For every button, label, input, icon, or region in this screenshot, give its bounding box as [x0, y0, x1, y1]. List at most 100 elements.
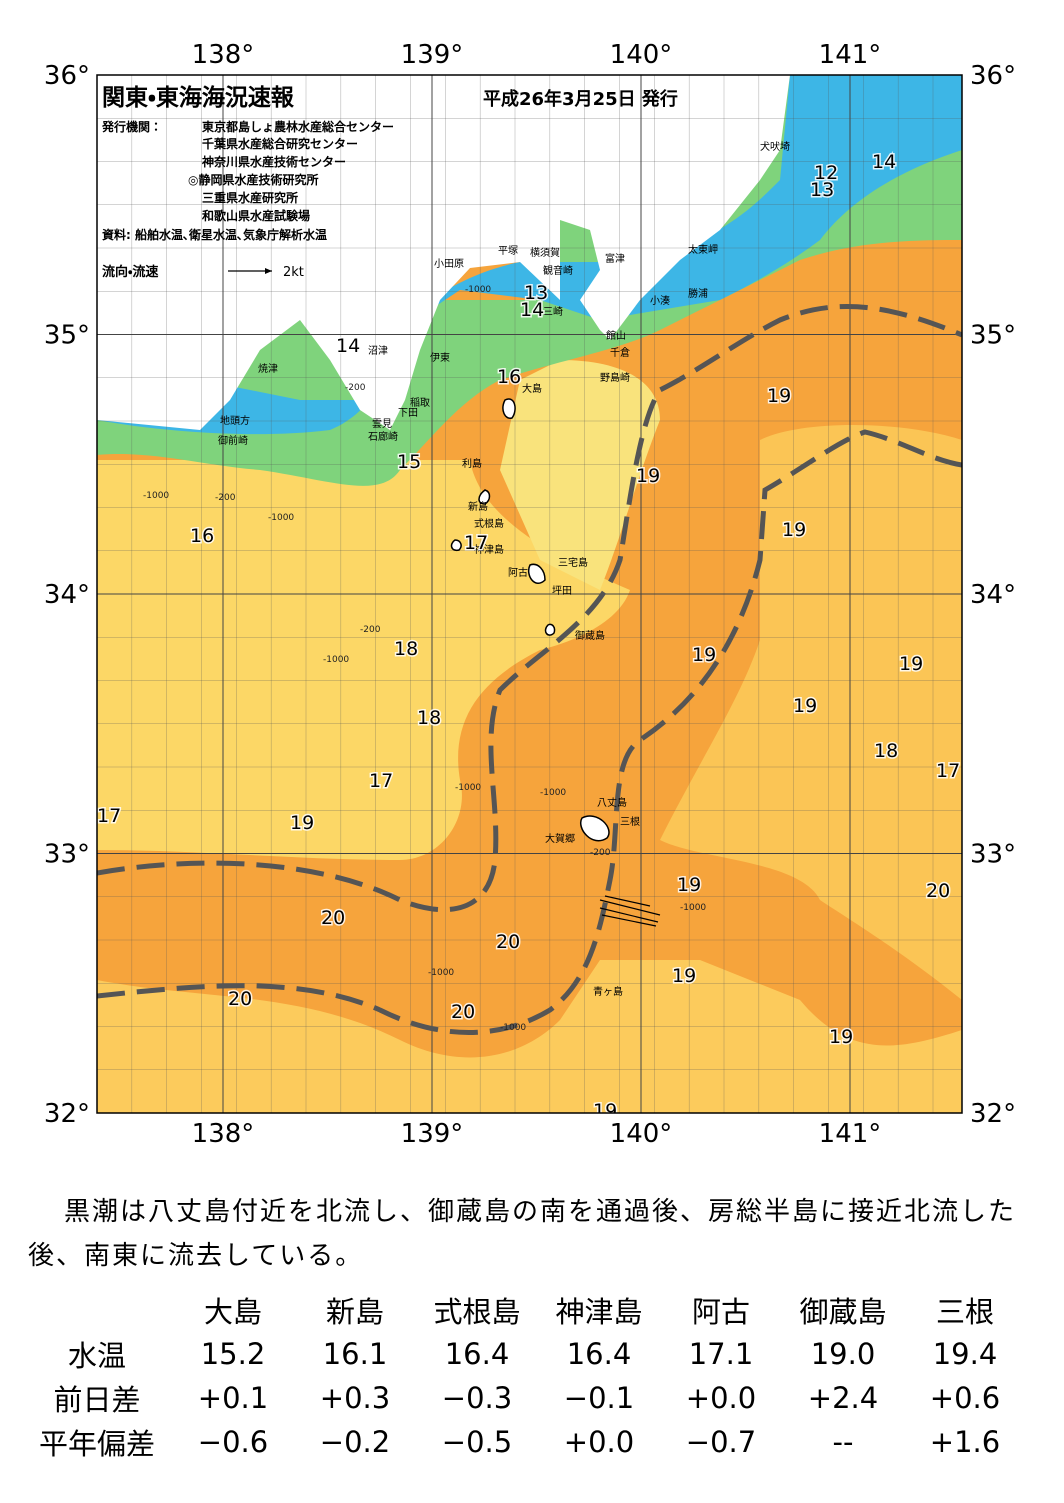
- contour-label: 18: [874, 740, 898, 762]
- place-label: 御蔵島: [575, 629, 605, 642]
- land: [560, 75, 790, 340]
- comment: 黒潮は八丈島付近を北流し、御蔵島の南を通過後、房総半島に接近北流した後、南東に流…: [28, 1197, 1017, 1271]
- title: 関東・東海海況速報: [102, 84, 295, 111]
- sst-table: 大島 新島 式根島 神津島 阿古 御蔵島 三根 水温 15.2 16.1 16.4 16.4 17.1 1…: [22, 1288, 1026, 1464]
- contour-label: 17: [936, 760, 960, 782]
- contour-label: 18: [417, 707, 441, 729]
- place-label: 千倉: [610, 347, 630, 359]
- lon-tick-label: 141°: [819, 1119, 882, 1149]
- depth-label: -1000: [268, 513, 294, 523]
- south-band: [97, 960, 962, 1113]
- contour-label: 18: [394, 638, 418, 660]
- value-cell: −0.2: [319, 1425, 391, 1459]
- lon-tick-label: 139°: [401, 40, 464, 70]
- column-header: 式根島: [433, 1295, 521, 1329]
- place-labels: 犬吠埼 太東岬 勝浦 小湊 富津 館山 千倉 野島崎 観音崎 横須賀 平塚 三崎…: [218, 140, 790, 998]
- place-label: 大島: [522, 382, 542, 395]
- grid: [97, 75, 962, 1113]
- corner-cell: [22, 1288, 172, 1332]
- column-header: 大島: [203, 1295, 262, 1329]
- value-cell: 15.2: [200, 1337, 266, 1371]
- value-cell: +0.0: [563, 1425, 635, 1459]
- issuer: 三重県水産研究所: [202, 190, 298, 205]
- place-label: 石廊崎: [368, 430, 398, 443]
- value-cell: −0.1: [563, 1381, 635, 1415]
- issue-date: 平成26年3月25日 発行: [483, 88, 678, 110]
- depth-label: -200: [360, 625, 381, 635]
- place-label: 式根島: [474, 517, 504, 530]
- place-label: 観音崎: [543, 264, 573, 277]
- place-label: 神津島: [474, 543, 504, 556]
- place-label: 坪田: [552, 584, 572, 597]
- value-cell: −0.3: [441, 1381, 513, 1415]
- depth-label: -1000: [500, 1023, 526, 1033]
- depth-label: -1000: [428, 968, 454, 978]
- contour-label: 14: [520, 299, 544, 321]
- value-cell: 19.4: [932, 1337, 998, 1371]
- contour-label: 16: [190, 525, 214, 547]
- value-cell: +2.4: [807, 1381, 879, 1415]
- depth-label: -1000: [143, 491, 169, 501]
- legend-scale: 2kt: [283, 265, 304, 280]
- place-label: 新島: [468, 500, 488, 513]
- west-band: [97, 460, 630, 860]
- lat-tick-label: 33°: [970, 840, 1016, 870]
- map: 犬吠埼 太東岬 勝浦 小湊 富津 館山 千倉 野島崎 観音崎 横須賀 平塚 三崎…: [44, 40, 1016, 1149]
- data-row: 前日差 +0.1 +0.3 −0.3 −0.1 +0.0 +2.4 +0.6: [22, 1376, 1026, 1420]
- depth-label: -1000: [455, 783, 481, 793]
- value-cell: 16.4: [566, 1337, 632, 1371]
- table-body: 大島 新島 式根島 神津島 阿古 御蔵島 三根 水温 15.2 16.1 16.4 16.4 17.1 1…: [22, 1288, 1026, 1464]
- contour-label: 20: [926, 880, 950, 902]
- lon-tick-label: 140°: [610, 1119, 673, 1149]
- east-band: [660, 425, 962, 1000]
- depth-label: -1000: [540, 788, 566, 798]
- map-frame: [96, 74, 963, 1114]
- lon-tick-label: 140°: [610, 40, 673, 70]
- place-label: 三根: [620, 815, 640, 828]
- place-label: 横須賀: [530, 246, 560, 259]
- place-label: 下田: [398, 408, 418, 419]
- value-cell: −0.5: [441, 1425, 513, 1459]
- data-source: 資料: 船舶水温､衛星水温､気象庁解析水温: [102, 227, 327, 242]
- contour-label: 19: [290, 812, 314, 834]
- contour-label: 14: [872, 151, 896, 173]
- data-row: 水温 15.2 16.1 16.4 16.4 17.1 19.0 19.4: [22, 1332, 1026, 1376]
- depth-label: -1000: [680, 903, 706, 913]
- place-label: 富津: [605, 252, 625, 265]
- issuer: 神奈川県水産技術センター: [201, 154, 346, 169]
- place-label: 太東岬: [688, 243, 718, 256]
- contour-label: 19: [829, 1026, 853, 1048]
- lat-tick-label: 35°: [970, 321, 1016, 351]
- lat-tick-label: 34°: [44, 580, 90, 610]
- place-label: 利島: [462, 457, 482, 470]
- contour-label: 17: [369, 770, 393, 792]
- kuroshio-axis: [97, 303, 962, 1035]
- contour-label: 19: [593, 1100, 617, 1122]
- contour-label: 19: [767, 385, 791, 407]
- place-label: 雲見: [372, 418, 392, 430]
- place-label: 御前崎: [218, 434, 248, 447]
- contour-labels: 14 12 13 14 13 14 16 15 16 17 18 18 17 1…: [97, 150, 962, 1122]
- value-cell: 17.1: [688, 1337, 754, 1371]
- row-header: 前日差: [53, 1383, 141, 1417]
- issuer: ◎静岡県水産技術研究所: [188, 172, 318, 187]
- value-cell: +0.3: [319, 1381, 391, 1415]
- place-label: 大賀郷: [545, 832, 575, 845]
- contour-label: 19: [672, 965, 696, 987]
- header-row: 大島 新島 式根島 神津島 阿古 御蔵島 三根: [22, 1288, 1026, 1332]
- place-label: 稲取: [410, 397, 430, 409]
- column-header: 新島: [325, 1295, 384, 1329]
- column-header: 御蔵島: [799, 1295, 887, 1329]
- lat-tick-label: 33°: [44, 840, 90, 870]
- sea-temperature: 犬吠埼 太東岬 勝浦 小湊 富津 館山 千倉 野島崎 観音崎 横須賀 平塚 三崎…: [97, 75, 962, 1122]
- value-cell: 16.4: [444, 1337, 510, 1371]
- contour-label: 16: [497, 366, 521, 388]
- row-header: 平年偏差: [38, 1427, 155, 1461]
- place-label: 館山: [606, 329, 626, 342]
- contour-label: 19: [636, 465, 660, 487]
- legend-arrowhead: [265, 268, 272, 274]
- header: 関東・東海海況速報 平成26年3月25日 発行 発行機関： 東京都島しょ農林水産…: [101, 84, 678, 280]
- place-label: 沼津: [368, 344, 388, 357]
- contour-label: 17: [97, 805, 121, 827]
